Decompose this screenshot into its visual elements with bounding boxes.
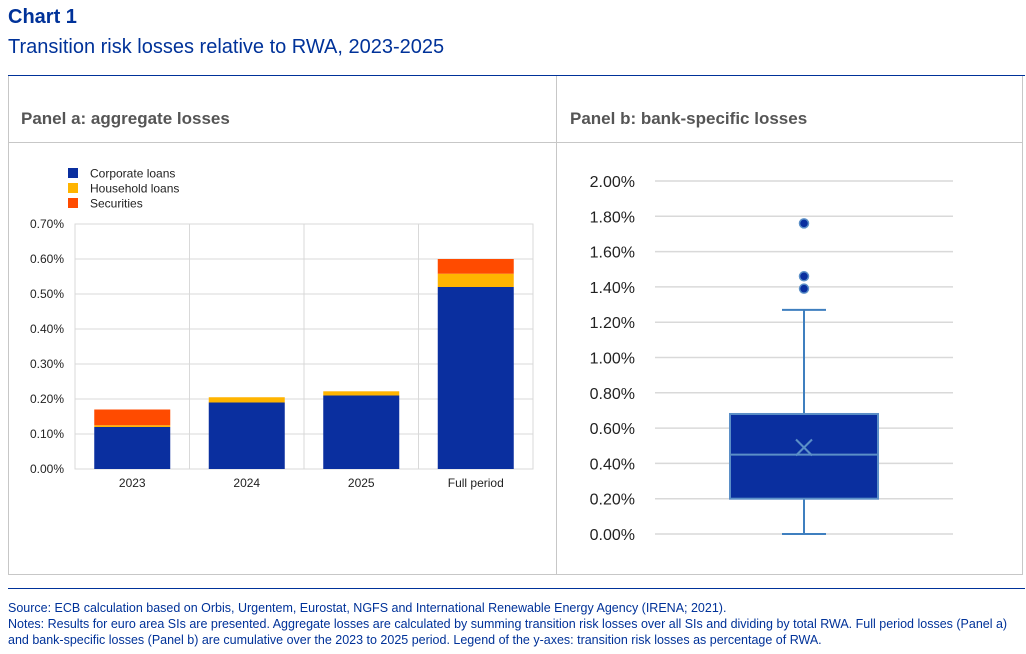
bar-corporate-loans [94,427,171,469]
y-tick-label: 0.60% [30,252,64,266]
y-tick-label: 0.20% [590,492,635,509]
legend-swatch [68,198,78,208]
panels-frame [8,76,1023,575]
source-note: Source: ECB calculation based on Orbis, … [8,601,727,615]
bar-corporate-loans [208,402,285,469]
legend-label: Securities [90,197,143,211]
bar-securities [437,259,514,274]
outlier-point [798,283,810,294]
panel-a-title: Panel a: aggregate losses [21,109,230,128]
bar-corporate-loans [437,287,514,469]
bar-securities [94,409,171,426]
y-tick-label: 1.40% [590,280,635,297]
notes-rule [8,588,1025,589]
bar-household-loans [437,273,514,287]
y-tick-label: 0.40% [30,322,64,336]
legend-label: Corporate loans [90,167,175,181]
bar-corporate-loans [323,395,400,469]
legend-swatch [68,183,78,193]
legend-swatch [68,168,78,178]
bar-household-loans [94,425,171,427]
chart-label: Chart 1 [8,6,77,28]
outlier-point [798,271,810,282]
panel-title-divider [8,142,1023,143]
y-tick-label: 0.10% [30,427,64,441]
y-tick-label: 0.20% [30,392,64,406]
y-tick-label: 1.00% [590,351,635,368]
x-tick-label: 2024 [233,476,260,490]
legend-label: Household loans [90,182,179,196]
y-tick-label: 0.30% [30,357,64,371]
y-tick-label: 1.20% [590,315,635,332]
y-tick-label: 0.00% [590,527,635,544]
chart-title: Transition risk losses relative to RWA, … [8,36,445,58]
x-tick-label: 2023 [119,476,146,490]
x-tick-label: 2025 [348,476,375,490]
bar-household-loans [208,397,285,403]
y-tick-label: 0.40% [590,456,635,473]
x-tick-label: Full period [448,476,504,490]
panel-b-title: Panel b: bank-specific losses [570,109,808,128]
y-tick-label: 0.80% [590,386,635,403]
iqr-box [729,412,879,500]
y-tick-label: 0.60% [590,421,635,438]
panel-a-chart: 0.00% 0.10% 0.20% 0.30% 0.40% 0.50% 0.60% 0.70%… [30,167,534,490]
panel-b-chart: 0.00% 0.20% 0.40% 0.60% 0.80% 1.00% 1.20% 1.40%… [590,174,953,544]
bar-household-loans [323,391,400,396]
y-tick-label: 0.70% [30,217,64,231]
y-tick-label: 2.00% [590,174,635,191]
top-rule [8,75,1025,76]
panel-divider [556,76,557,575]
notes-block: Source: ECB calculation based on Orbis, … [8,600,1018,648]
notes-text: Notes: Results for euro area SIs are pre… [8,617,1008,647]
outlier-point [798,218,810,229]
mean-marker [795,438,813,457]
y-tick-label: 0.50% [30,287,64,301]
y-tick-label: 0.00% [30,462,64,476]
y-tick-label: 1.80% [590,209,635,226]
y-tick-label: 1.60% [590,245,635,262]
